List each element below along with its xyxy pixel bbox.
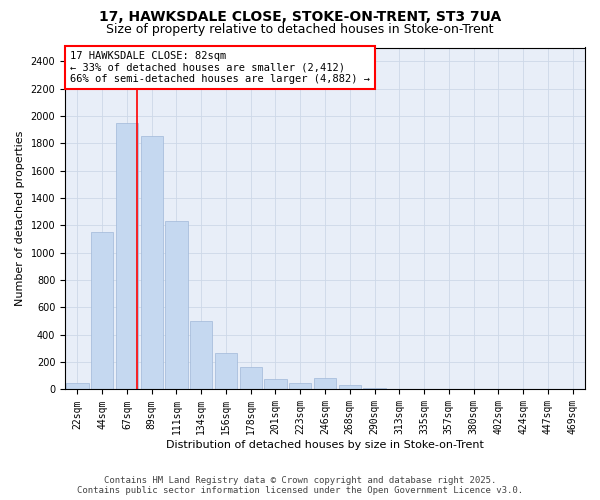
X-axis label: Distribution of detached houses by size in Stoke-on-Trent: Distribution of detached houses by size … — [166, 440, 484, 450]
Bar — [66, 382, 89, 390]
Bar — [140, 136, 163, 390]
Text: 17, HAWKSDALE CLOSE, STOKE-ON-TRENT, ST3 7UA: 17, HAWKSDALE CLOSE, STOKE-ON-TRENT, ST3… — [99, 10, 501, 24]
Bar — [239, 367, 262, 390]
Bar — [91, 232, 113, 390]
Bar — [116, 122, 138, 390]
Bar — [166, 221, 188, 390]
Text: Contains HM Land Registry data © Crown copyright and database right 2025.
Contai: Contains HM Land Registry data © Crown c… — [77, 476, 523, 495]
Y-axis label: Number of detached properties: Number of detached properties — [15, 131, 25, 306]
Bar — [388, 389, 410, 390]
Bar — [265, 379, 287, 390]
Bar — [314, 378, 336, 390]
Bar — [289, 384, 311, 390]
Text: 17 HAWKSDALE CLOSE: 82sqm
← 33% of detached houses are smaller (2,412)
66% of se: 17 HAWKSDALE CLOSE: 82sqm ← 33% of detac… — [70, 51, 370, 84]
Text: Size of property relative to detached houses in Stoke-on-Trent: Size of property relative to detached ho… — [106, 22, 494, 36]
Bar — [215, 352, 237, 390]
Bar — [364, 388, 386, 390]
Bar — [190, 321, 212, 390]
Bar — [338, 386, 361, 390]
Bar — [413, 389, 435, 390]
